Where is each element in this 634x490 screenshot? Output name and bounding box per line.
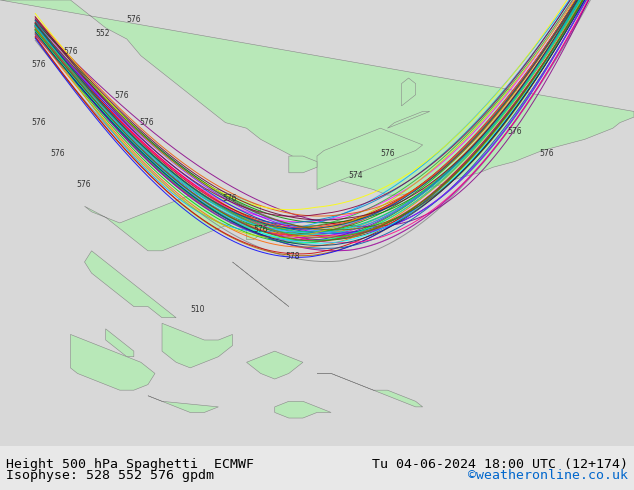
Text: 576: 576 [539,149,553,158]
PathPatch shape [247,351,303,379]
Text: 578: 578 [285,252,300,261]
PathPatch shape [106,329,134,357]
PathPatch shape [401,78,416,106]
Text: 574: 574 [349,172,363,180]
PathPatch shape [317,128,423,190]
Text: 576: 576 [254,225,268,234]
Text: 552: 552 [95,29,110,38]
PathPatch shape [275,401,331,418]
PathPatch shape [148,396,218,413]
Text: 576: 576 [32,118,46,127]
PathPatch shape [233,262,289,307]
Text: 576: 576 [76,180,91,189]
PathPatch shape [84,190,261,251]
Text: 576: 576 [507,127,522,136]
Text: 576: 576 [51,149,65,158]
PathPatch shape [387,112,430,128]
PathPatch shape [70,334,155,390]
Text: Height 500 hPa Spaghetti  ECMWF: Height 500 hPa Spaghetti ECMWF [6,458,254,471]
Text: ©weatheronline.co.uk: ©weatheronline.co.uk [468,469,628,482]
PathPatch shape [317,373,423,407]
Text: 510: 510 [190,305,205,314]
Text: 576: 576 [139,118,154,127]
Text: Isophyse: 528 552 576 gpdm: Isophyse: 528 552 576 gpdm [6,469,214,482]
PathPatch shape [84,251,176,318]
Text: 576: 576 [127,15,141,24]
PathPatch shape [162,323,233,368]
Text: 576: 576 [63,47,78,55]
Text: Tu 04-06-2024 18:00 UTC (12+174): Tu 04-06-2024 18:00 UTC (12+174) [372,458,628,471]
PathPatch shape [0,0,634,195]
Text: 576: 576 [32,60,46,69]
PathPatch shape [247,223,261,240]
Text: 576: 576 [114,91,129,100]
PathPatch shape [289,156,317,173]
Text: 576: 576 [222,194,236,203]
Text: 576: 576 [380,149,395,158]
